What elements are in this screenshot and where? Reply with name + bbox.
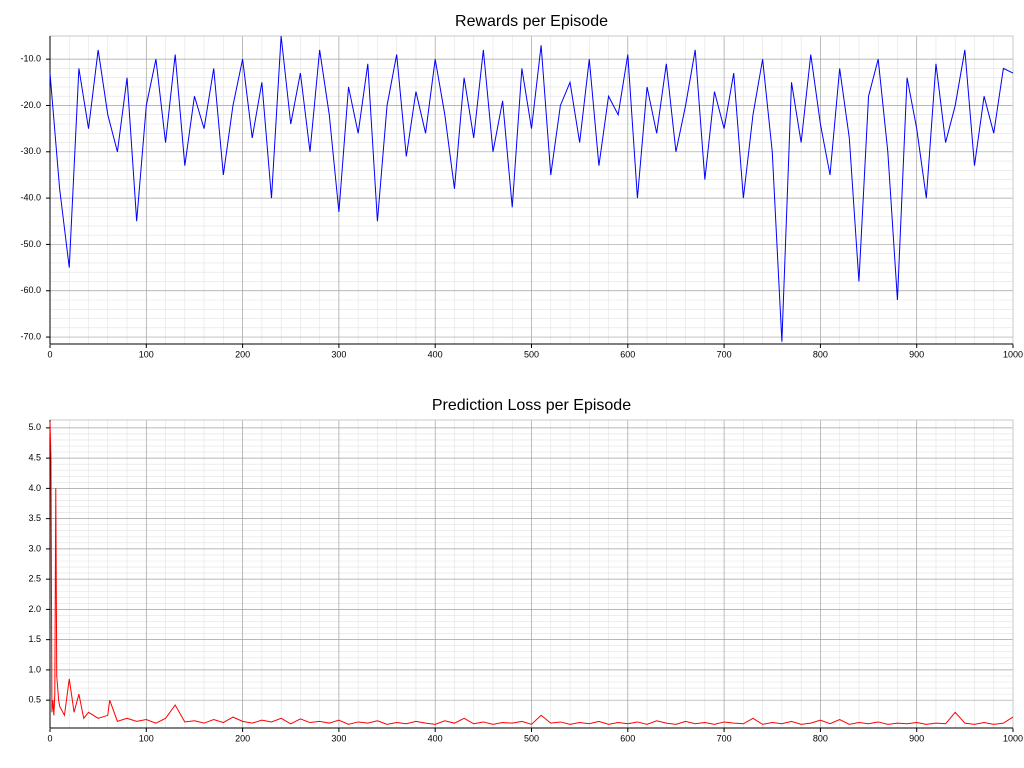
x-tick-label: 700 bbox=[717, 733, 732, 743]
y-tick-label: 5.0 bbox=[28, 422, 41, 432]
x-tick-label: 300 bbox=[331, 733, 346, 743]
x-tick-label: 500 bbox=[524, 349, 539, 359]
x-tick-label: 100 bbox=[139, 733, 154, 743]
x-tick-label: 700 bbox=[717, 349, 732, 359]
y-tick-label: 2.5 bbox=[28, 574, 41, 584]
y-tick-label: 4.5 bbox=[28, 452, 41, 462]
chart-title: Rewards per Episode bbox=[455, 13, 608, 30]
y-tick-label: -30.0 bbox=[20, 146, 41, 156]
x-tick-label: 1000 bbox=[1003, 733, 1023, 743]
y-tick-label: -50.0 bbox=[20, 239, 41, 249]
x-tick-label: 900 bbox=[909, 349, 924, 359]
x-tick-label: 400 bbox=[428, 733, 443, 743]
line-series bbox=[49, 421, 1014, 725]
y-tick-label: 1.0 bbox=[28, 664, 41, 674]
x-tick-label: 600 bbox=[620, 733, 635, 743]
y-tick-label: 1.5 bbox=[28, 634, 41, 644]
y-tick-label: 4.0 bbox=[28, 483, 41, 493]
x-tick-label: 200 bbox=[235, 733, 250, 743]
x-tick-label: 200 bbox=[235, 349, 250, 359]
y-tick-label: -40.0 bbox=[20, 192, 41, 202]
y-tick-label: 3.5 bbox=[28, 513, 41, 523]
x-tick-label: 600 bbox=[620, 349, 635, 359]
x-tick-label: 0 bbox=[47, 349, 52, 359]
x-tick-label: 0 bbox=[47, 733, 52, 743]
y-tick-label: 3.0 bbox=[28, 543, 41, 553]
line-series bbox=[49, 35, 1014, 342]
x-tick-label: 800 bbox=[813, 733, 828, 743]
x-tick-label: 300 bbox=[331, 349, 346, 359]
y-tick-label: -10.0 bbox=[20, 54, 41, 64]
x-tick-label: 800 bbox=[813, 349, 828, 359]
x-tick-label: 900 bbox=[909, 733, 924, 743]
y-tick-label: 2.0 bbox=[28, 604, 41, 614]
y-tick-label: -20.0 bbox=[20, 100, 41, 110]
y-tick-label: 0.5 bbox=[28, 695, 41, 705]
x-tick-label: 100 bbox=[139, 349, 154, 359]
y-tick-label: -70.0 bbox=[20, 331, 41, 341]
chart-title: Prediction Loss per Episode bbox=[432, 397, 631, 414]
x-tick-label: 500 bbox=[524, 733, 539, 743]
x-tick-label: 1000 bbox=[1003, 349, 1023, 359]
y-tick-label: -60.0 bbox=[20, 285, 41, 295]
x-tick-label: 400 bbox=[428, 349, 443, 359]
